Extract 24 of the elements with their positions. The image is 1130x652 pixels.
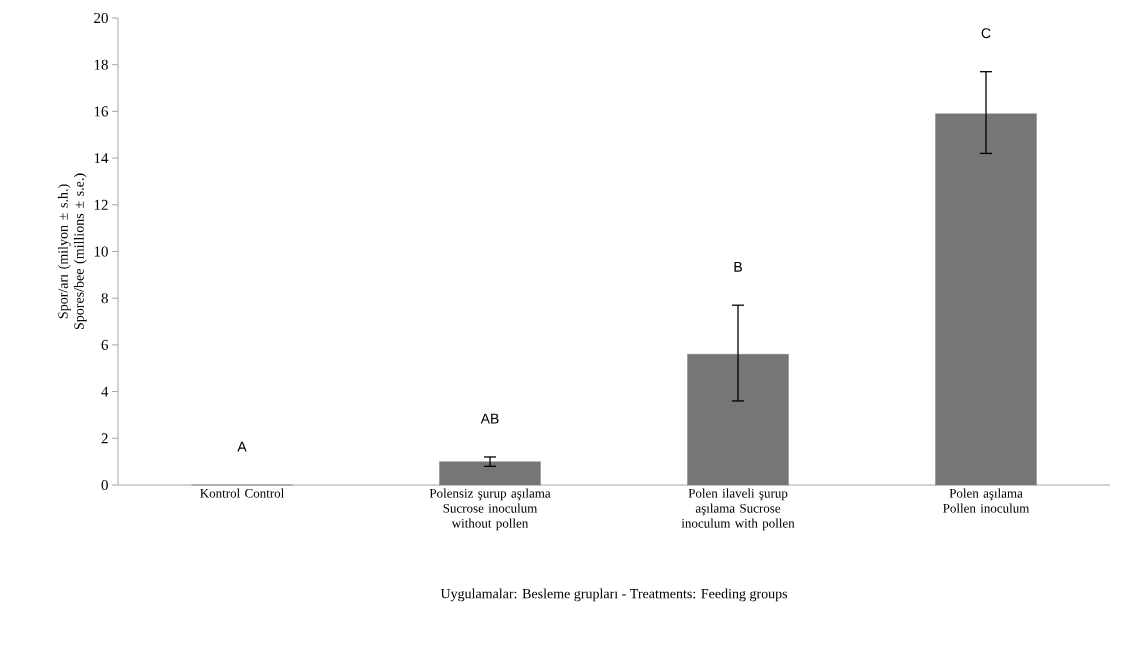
y-tick-label: 18 bbox=[94, 59, 108, 70]
y-tick-label: 10 bbox=[94, 246, 108, 257]
annotation: C bbox=[981, 28, 991, 39]
x-tick-label: Kontrol Control bbox=[200, 488, 284, 498]
y-tick-label: 20 bbox=[94, 12, 108, 24]
x-tick-label: Polensiz şurup aşılama Sucrose inoculum without pollen bbox=[429, 488, 551, 531]
bar bbox=[935, 113, 1037, 486]
x-axis-title: Uygulamalar: Besleme grupları - Treatments: Feeding groups bbox=[440, 588, 788, 602]
y-tick-label: 16 bbox=[94, 106, 109, 117]
x-tick-label: Polen aşılama Pollen inoculum bbox=[943, 488, 1030, 513]
x-tick-label: Polen ilaveli şurup aşılama Sucrose inoculum with pollen bbox=[681, 488, 795, 531]
y-tick-label: 0 bbox=[101, 479, 108, 491]
y-tick-label: 14 bbox=[94, 153, 109, 164]
y-tick-label: 8 bbox=[101, 293, 108, 304]
annotation: AB bbox=[480, 413, 499, 424]
y-tick-label: 6 bbox=[101, 339, 109, 350]
y-axis-title: Spor/arı (milyon ± s.h.) Spores/bee (millions ± s.e.) bbox=[57, 173, 87, 330]
annotation: A bbox=[237, 441, 247, 452]
annotation: B bbox=[734, 262, 742, 272]
y-tick-label: 12 bbox=[94, 199, 108, 210]
y-tick-label: 4 bbox=[101, 386, 109, 397]
bar bbox=[687, 354, 789, 486]
bar bbox=[439, 461, 541, 486]
y-tick-label: 2 bbox=[101, 433, 108, 444]
